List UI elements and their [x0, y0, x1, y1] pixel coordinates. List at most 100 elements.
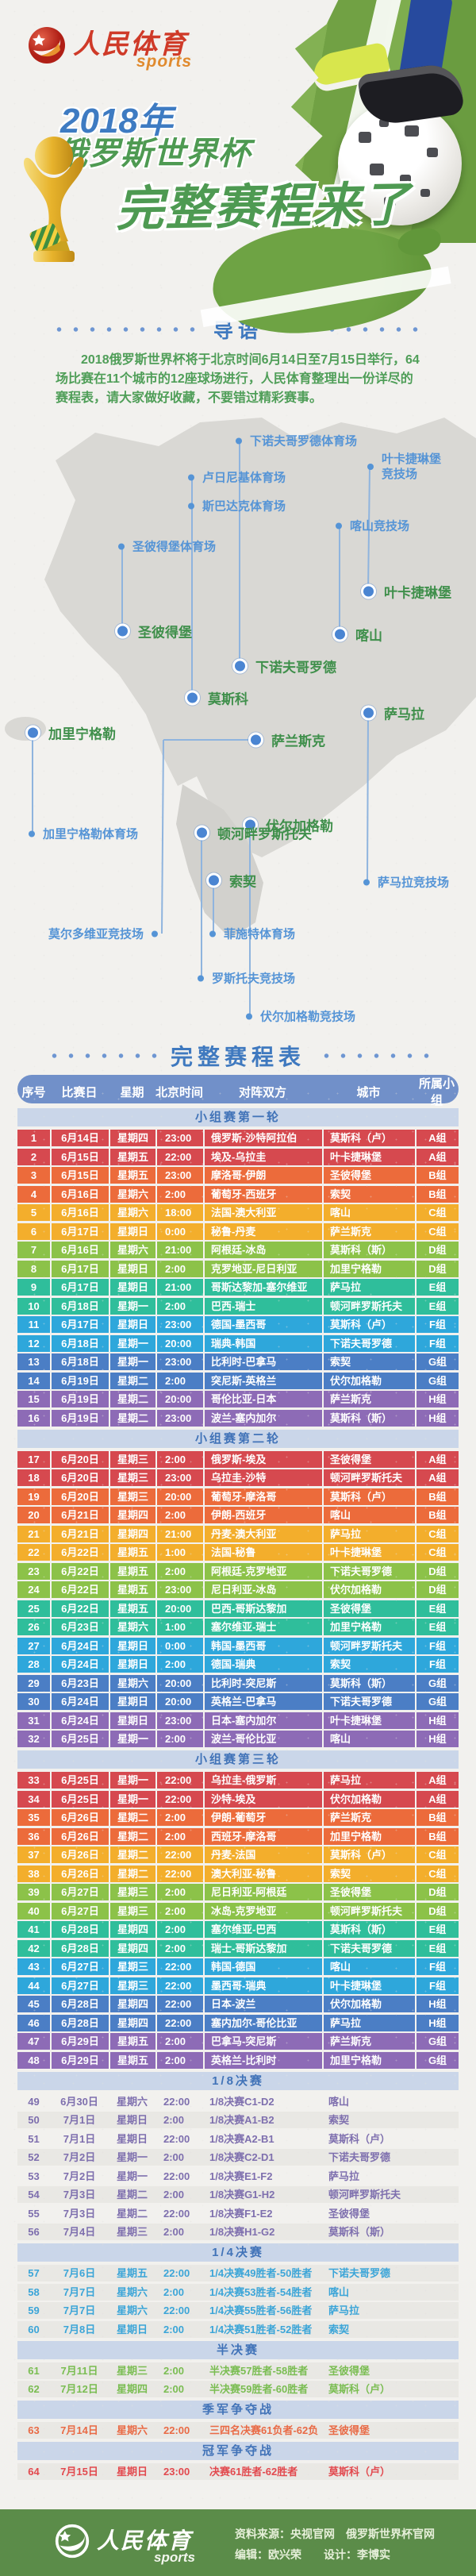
table-row: 3 6月15日 星期五 23:00 摩洛哥-伊朗 圣彼得堡 B组 [17, 1167, 459, 1184]
table-row: 30 6月24日 星期日 20:00 英格兰-巴拿马 下诺夫哥罗德 G组 [17, 1693, 459, 1710]
table-row: 46 6月28日 星期四 22:00 塞内加尔-哥伦比亚 萨马拉 H组 [17, 2014, 459, 2031]
table-row: 36 6月26日 星期二 2:00 西班牙-摩洛哥 加里宁格勒 B组 [17, 1827, 459, 1845]
brand-logo: 人民体育 sports [27, 25, 191, 71]
section-header: 半决赛 [17, 2340, 459, 2359]
table-row: 8 6月17日 星期日 2:00 克罗地亚-尼日利亚 加里宁格勒 D组 [17, 1260, 459, 1277]
table-row: 38 6月26日 星期二 22:00 澳大利亚-秘鲁 索契 C组 [17, 1865, 459, 1882]
dotted-divider-left [46, 1053, 158, 1058]
table-row: 62 7月12日 星期四 2:00 半决赛59胜者-60胜者 莫斯科（卢） [17, 2381, 459, 2397]
table-row: 43 6月27日 星期三 22:00 韩国-德国 喀山 F组 [17, 1958, 459, 1975]
map-stadium-dot [118, 543, 125, 549]
dotted-divider-right [318, 1053, 431, 1058]
table-row: 20 6月21日 星期四 2:00 伊朗-西班牙 喀山 B组 [17, 1507, 459, 1523]
map-city-dot [332, 626, 347, 642]
map-stadium-label: 叶卡捷琳堡竞技场 [367, 452, 448, 482]
map-city-label: 下诺夫哥罗德 [232, 657, 336, 676]
table-row: 48 6月29日 星期五 2:00 英格兰-比利时 加里宁格勒 G组 [17, 2051, 459, 2069]
table-row: 16 6月19日 星期二 23:00 波兰-塞内加尔 莫斯科（斯） H组 [17, 1409, 459, 1427]
map-stadium-dot [363, 879, 370, 885]
table-row: 28 6月24日 星期日 2:00 德国-瑞典 索契 F组 [17, 1656, 459, 1673]
footer-brand-name: 人民体育 [97, 2528, 193, 2553]
schedule-section: 完整赛程表 序号 比赛日 星期 北京时间 对阵双方 城市 所属小组 小组赛第一轮 1 6月14日… [0, 1038, 476, 2480]
footer-logo: 人民体育 sports [54, 2523, 195, 2565]
map-stadium-label: 菲施特体育场 [209, 926, 295, 942]
map-city-dot [206, 872, 221, 888]
table-row: 11 6月17日 星期日 23:00 德国-墨西哥 莫斯科（卢） F组 [17, 1316, 459, 1333]
map-city-dot [361, 583, 376, 599]
table-row: 57 7月6日 星期五 22:00 1/4决赛49胜者-50胜者 下诺夫哥罗德 [17, 2265, 459, 2281]
map-stadium-label: 喀山竞技场 [336, 518, 409, 534]
table-row: 14 6月19日 星期二 2:00 突尼斯-英格兰 伏尔加格勒 G组 [17, 1372, 459, 1389]
table-row: 31 6月24日 星期日 23:00 日本-塞内加尔 叶卡捷琳堡 H组 [17, 1712, 459, 1729]
table-row: 50 7月1日 星期日 2:00 1/8决赛A1-B2 索契 [17, 2112, 459, 2128]
map-stadium-label: 加里宁格勒体育场 [29, 826, 138, 842]
title-line2: 完整赛程来了 [115, 177, 412, 237]
table-row: 37 6月26日 星期二 22:00 丹麦-法国 莫斯科（卢） C组 [17, 1846, 459, 1863]
map-city-label: 伏尔加格勒 [243, 815, 333, 835]
intro-section: 导语 2018俄罗斯世界杯将于北京时间6月14日至7月15日举行，64场比赛在1… [0, 316, 476, 408]
map-stadium-label: 圣彼得堡体育场 [118, 538, 216, 555]
footer-brand-name-en: sports [154, 2550, 196, 2565]
section-header: 小组赛第二轮 [17, 1429, 459, 1448]
map-city-dot [248, 732, 263, 748]
table-row: 61 7月11日 星期三 2:00 半决赛57胜者-58胜者 圣彼得堡 [17, 2362, 459, 2379]
map-connector-line [161, 739, 164, 934]
schedule-title: 完整赛程表 [171, 1045, 306, 1069]
map-city-label: 莫斯科 [185, 688, 248, 708]
footer-source: 资料来源：央视官网 俄罗斯世界杯官网 [235, 2528, 435, 2540]
map-city-dot [25, 725, 40, 741]
table-row: 26 6月23日 星期六 1:00 塞尔维亚-瑞士 加里宁格勒 E组 [17, 1619, 459, 1635]
table-row: 35 6月26日 星期二 2:00 伊朗-葡萄牙 萨兰斯克 B组 [17, 1809, 459, 1826]
section-header: 小组赛第一轮 [17, 1108, 459, 1126]
map-stadium-dot [236, 437, 242, 444]
map-stadium-dot [336, 522, 342, 529]
table-row: 39 6月27日 星期三 2:00 尼日利亚-阿根廷 圣彼得堡 D组 [17, 1884, 459, 1900]
footer-credits: 资料来源：央视官网 俄罗斯世界杯官网 编辑：欧兴荣 设计：李博实 [235, 2524, 435, 2565]
venues-map: 下诺夫哥罗德体育场 叶卡捷琳堡竞技场 卢日尼基体育场 斯巴达克体育场 喀山竞技场 圣彼得堡… [0, 413, 476, 1035]
table-row: 27 6月24日 星期日 0:00 韩国-墨西哥 顿河畔罗斯托夫 F组 [17, 1637, 459, 1654]
column-header: 所属小组 [418, 1077, 455, 1107]
map-stadium-label: 伏尔加格勒竞技场 [246, 1008, 355, 1025]
map-city-label: 叶卡捷琳堡 [361, 582, 451, 602]
intro-text: 2018俄罗斯世界杯将于北京时间6月14日至7月15日举行，64场比赛在11个城… [56, 353, 420, 405]
table-row: 54 7月3日 星期二 2:00 1/8决赛G1-H2 顿河畔罗斯托夫 [17, 2186, 459, 2203]
table-row: 52 7月2日 星期一 2:00 1/8决赛C2-D1 下诺夫哥罗德 [17, 2149, 459, 2166]
table-row: 13 6月18日 星期一 23:00 比利时-巴拿马 索契 G组 [17, 1353, 459, 1370]
world-cup-trophy-icon [23, 137, 84, 262]
map-stadium-dot [209, 930, 216, 937]
section-header: 1/8决赛 [17, 2071, 459, 2090]
section-header: 冠军争夺战 [17, 2442, 459, 2460]
map-stadium-label: 卢日尼基体育场 [188, 469, 286, 486]
table-row: 15 6月19日 星期二 20:00 哥伦比亚-日本 萨兰斯克 H组 [17, 1391, 459, 1407]
map-city-dot [185, 690, 200, 706]
footer-editors: 编辑：欧兴荣 设计：李博实 [235, 2548, 390, 2561]
schedule-sections: 小组赛第一轮 1 6月14日 星期四 23:00 俄罗斯-沙特阿拉伯 莫斯科（卢） A组 2 6月… [17, 1108, 459, 2480]
table-row: 59 7月7日 星期六 22:00 1/4决赛55胜者-56胜者 萨马拉 [17, 2302, 459, 2319]
table-row: 6 6月17日 星期日 0:00 秘鲁-丹麦 萨兰斯克 C组 [17, 1223, 459, 1240]
column-header: 比赛日 [61, 1085, 98, 1099]
table-row: 64 7月15日 星期日 23:00 决赛61胜者-62胜者 莫斯科（卢） [17, 2463, 459, 2480]
map-stadium-label: 萨马拉竞技场 [363, 874, 449, 891]
map-stadium-dot [246, 1013, 252, 1019]
footer: 人民体育 sports 资料来源：央视官网 俄罗斯世界杯官网 编辑：欧兴荣 设计… [0, 2509, 476, 2576]
map-city-label: 萨马拉 [361, 703, 424, 723]
table-row: 44 6月27日 星期三 22:00 墨西哥-瑞典 叶卡捷琳堡 F组 [17, 1977, 459, 1994]
table-row: 1 6月14日 星期四 23:00 俄罗斯-沙特阿拉伯 莫斯科（卢） A组 [17, 1130, 459, 1146]
table-row: 33 6月25日 星期一 22:00 乌拉圭-俄罗斯 萨马拉 A组 [17, 1772, 459, 1789]
table-row: 12 6月18日 星期一 20:00 瑞典-韩国 下诺夫哥罗德 F组 [17, 1334, 459, 1352]
title-year: 2018年 [60, 102, 173, 141]
section-header: 1/4决赛 [17, 2243, 459, 2262]
table-row: 60 7月8日 星期日 2:00 1/4决赛51胜者-52胜者 索契 [17, 2320, 459, 2338]
map-stadium-label: 斯巴达克体育场 [188, 498, 286, 514]
dotted-divider-right [274, 327, 426, 332]
map-city-label: 喀山 [332, 625, 382, 645]
map-city-dot [361, 705, 376, 721]
map-city-label: 索契 [206, 871, 256, 891]
section-header: 小组赛第三轮 [17, 1750, 459, 1769]
map-stadium-label: 莫尔多维亚竞技场 [48, 926, 158, 942]
map-city-label: 圣彼得堡 [115, 622, 192, 641]
table-row: 49 6月30日 星期六 22:00 1/8决赛C1-D2 喀山 [28, 2095, 350, 2108]
table-row: 21 6月21日 星期四 21:00 丹麦-澳大利亚 萨马拉 C组 [17, 1525, 459, 1542]
table-row: 56 7月4日 星期三 2:00 1/8决赛H1-G2 莫斯科（斯） [17, 2224, 459, 2240]
table-row: 17 6月20日 星期三 2:00 俄罗斯-埃及 圣彼得堡 A组 [17, 1450, 459, 1468]
